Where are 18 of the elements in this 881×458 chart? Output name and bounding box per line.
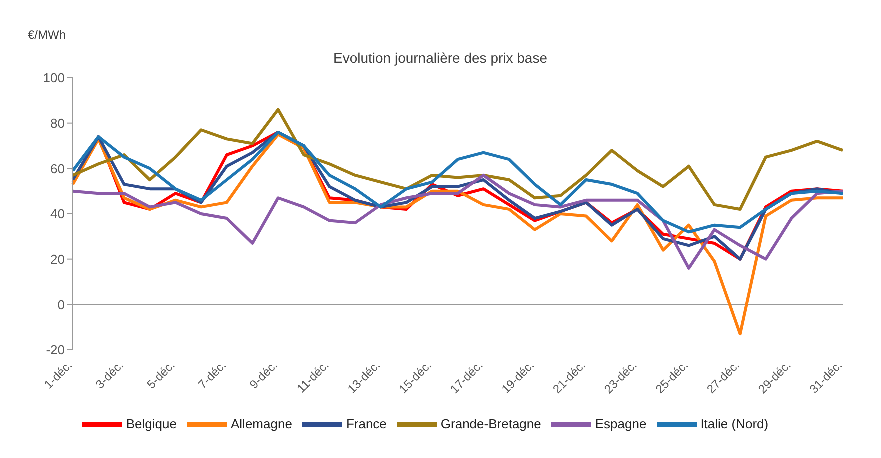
- y-tick-label: 100: [43, 70, 65, 86]
- y-tick-label: 80: [50, 116, 65, 131]
- line-series: [72, 174, 844, 270]
- y-tick-label: 60: [50, 161, 65, 176]
- line-series: [72, 108, 844, 211]
- legend-label: Grande-Bretagne: [440, 416, 542, 432]
- legend-label: Espagne: [595, 416, 647, 432]
- legend-label: Belgique: [126, 416, 177, 432]
- y-tick-label: 0: [58, 297, 65, 312]
- chart-title: Evolution journalière des prix base: [332, 50, 548, 66]
- y-tick-label: -20: [46, 342, 65, 358]
- legend-label: Allemagne: [231, 416, 292, 432]
- line-series: [72, 130, 844, 234]
- y-axis-title: €/MWh: [28, 28, 66, 42]
- y-tick-label: 40: [50, 206, 65, 222]
- legend-label: Italie (Nord): [700, 416, 769, 432]
- y-tick-label: 20: [50, 252, 65, 267]
- legend-label: France: [346, 416, 387, 432]
